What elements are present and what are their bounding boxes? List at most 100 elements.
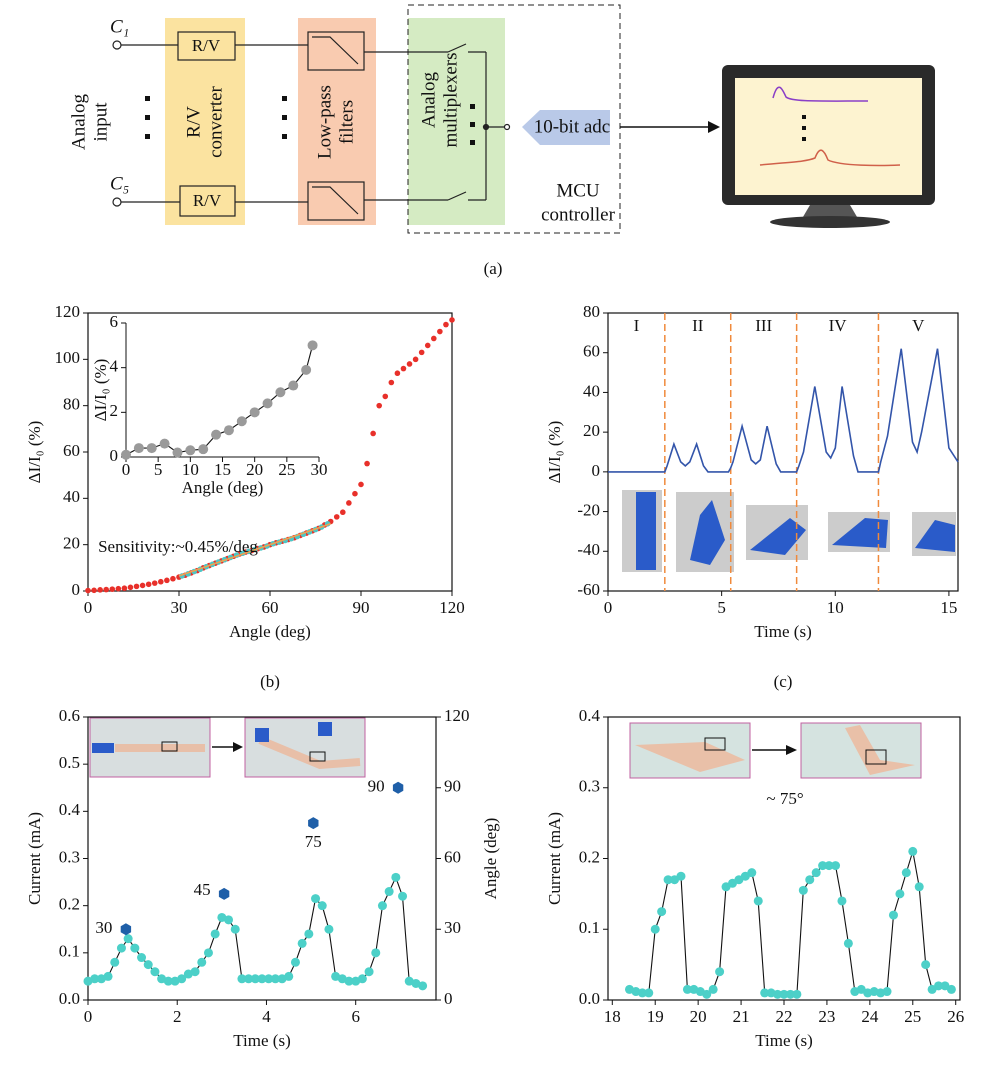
arrow-head [708,121,720,133]
x-tick-label: 25 [278,460,295,479]
x-tick-label: 0 [122,460,131,479]
data-point [127,584,134,591]
series-line [608,348,959,473]
data-point [164,577,170,584]
data-point [934,981,944,991]
y-tick-label: 0 [110,446,119,465]
data-point [371,948,381,958]
data-point [412,356,419,363]
mcu-label: controller [541,204,616,225]
data-point [753,896,763,906]
data-point [384,887,394,897]
data-point [773,989,783,999]
region-label: II [692,316,704,335]
y2-tick-label: 90 [444,777,461,796]
data-point [708,984,718,994]
y-tick-label: 40 [63,487,80,506]
angle-label: 45 [194,880,211,899]
y-tick-label: 40 [583,381,600,400]
region-label: V [912,316,925,335]
data-point [145,581,152,588]
data-point [230,924,240,934]
data-point [133,583,140,590]
data-point [270,974,280,984]
x-axis-title: Time (s) [755,1031,812,1050]
data-point [103,586,109,593]
y-tick-label: 0.4 [59,800,81,819]
y-tick-label: 6 [110,312,119,331]
data-point [370,430,376,437]
y-tick-label: -60 [577,580,600,599]
data-point [831,861,841,871]
y-tick-label: 120 [55,302,81,321]
y-tick-label: 0.0 [59,989,80,1008]
data-point [110,957,120,967]
data-point [818,861,828,871]
data-point [388,379,395,386]
data-point [424,342,431,349]
photos [89,490,956,779]
y-tick-label: -20 [577,500,600,519]
data-point [824,861,834,871]
data-point [888,910,898,920]
x-tick-label: 0 [604,598,613,617]
data-point [159,438,170,449]
data-point [177,974,187,984]
mcu-box [407,4,621,234]
data-point [398,891,408,901]
data-point [249,407,260,418]
data-point [715,967,725,977]
ellipsis-dots [145,96,475,145]
data-point [449,317,455,323]
data-point [324,924,334,934]
y-tick-label: 0 [592,461,601,480]
x-tick-label: 90 [353,598,370,617]
data-point [116,943,126,953]
data-point [431,335,437,342]
panel-label: (c) [774,672,793,691]
x-tick-label: 10 [182,460,199,479]
data-point [382,393,389,400]
data-point [121,449,131,460]
y-tick-label: 0.0 [579,989,600,1008]
y-axis-title: Current (mA) [545,812,564,905]
panel-label: (b) [260,672,280,691]
y-tick-label: 0 [72,580,81,599]
adc-shape [522,110,610,145]
data-point [657,907,667,917]
plot-frame [607,312,959,592]
data-point [150,967,160,977]
y-tick-label: 20 [583,421,600,440]
x-tick-label: 10 [827,598,844,617]
data-point [163,976,173,986]
input-label: C₁ [110,16,129,37]
data-point [418,349,425,356]
data-point [115,585,122,592]
data-point [236,416,247,427]
block-label: Low-pass [314,85,335,159]
data-point [85,587,91,594]
data-point [297,938,307,948]
data-point [307,340,318,351]
data-point [400,365,407,372]
region-label: I [634,316,640,335]
cell-label: R/V [193,191,222,210]
data-point [901,868,911,878]
panel-label: (a) [484,259,503,278]
data-point [843,938,853,948]
y-tick-label: 0.2 [579,847,600,866]
data-point [257,974,267,984]
x-tick-label: 26 [947,1007,964,1026]
data-point [158,578,164,585]
data-point [304,929,314,939]
data-point [91,587,97,594]
y-tick-label: 0.3 [579,777,600,796]
data-point [109,586,116,592]
data-point [779,989,789,999]
data-point [785,989,795,999]
data-point [747,868,757,878]
series-line [125,345,314,456]
x-axis-title: Time (s) [233,1031,290,1050]
data-point [340,509,346,516]
